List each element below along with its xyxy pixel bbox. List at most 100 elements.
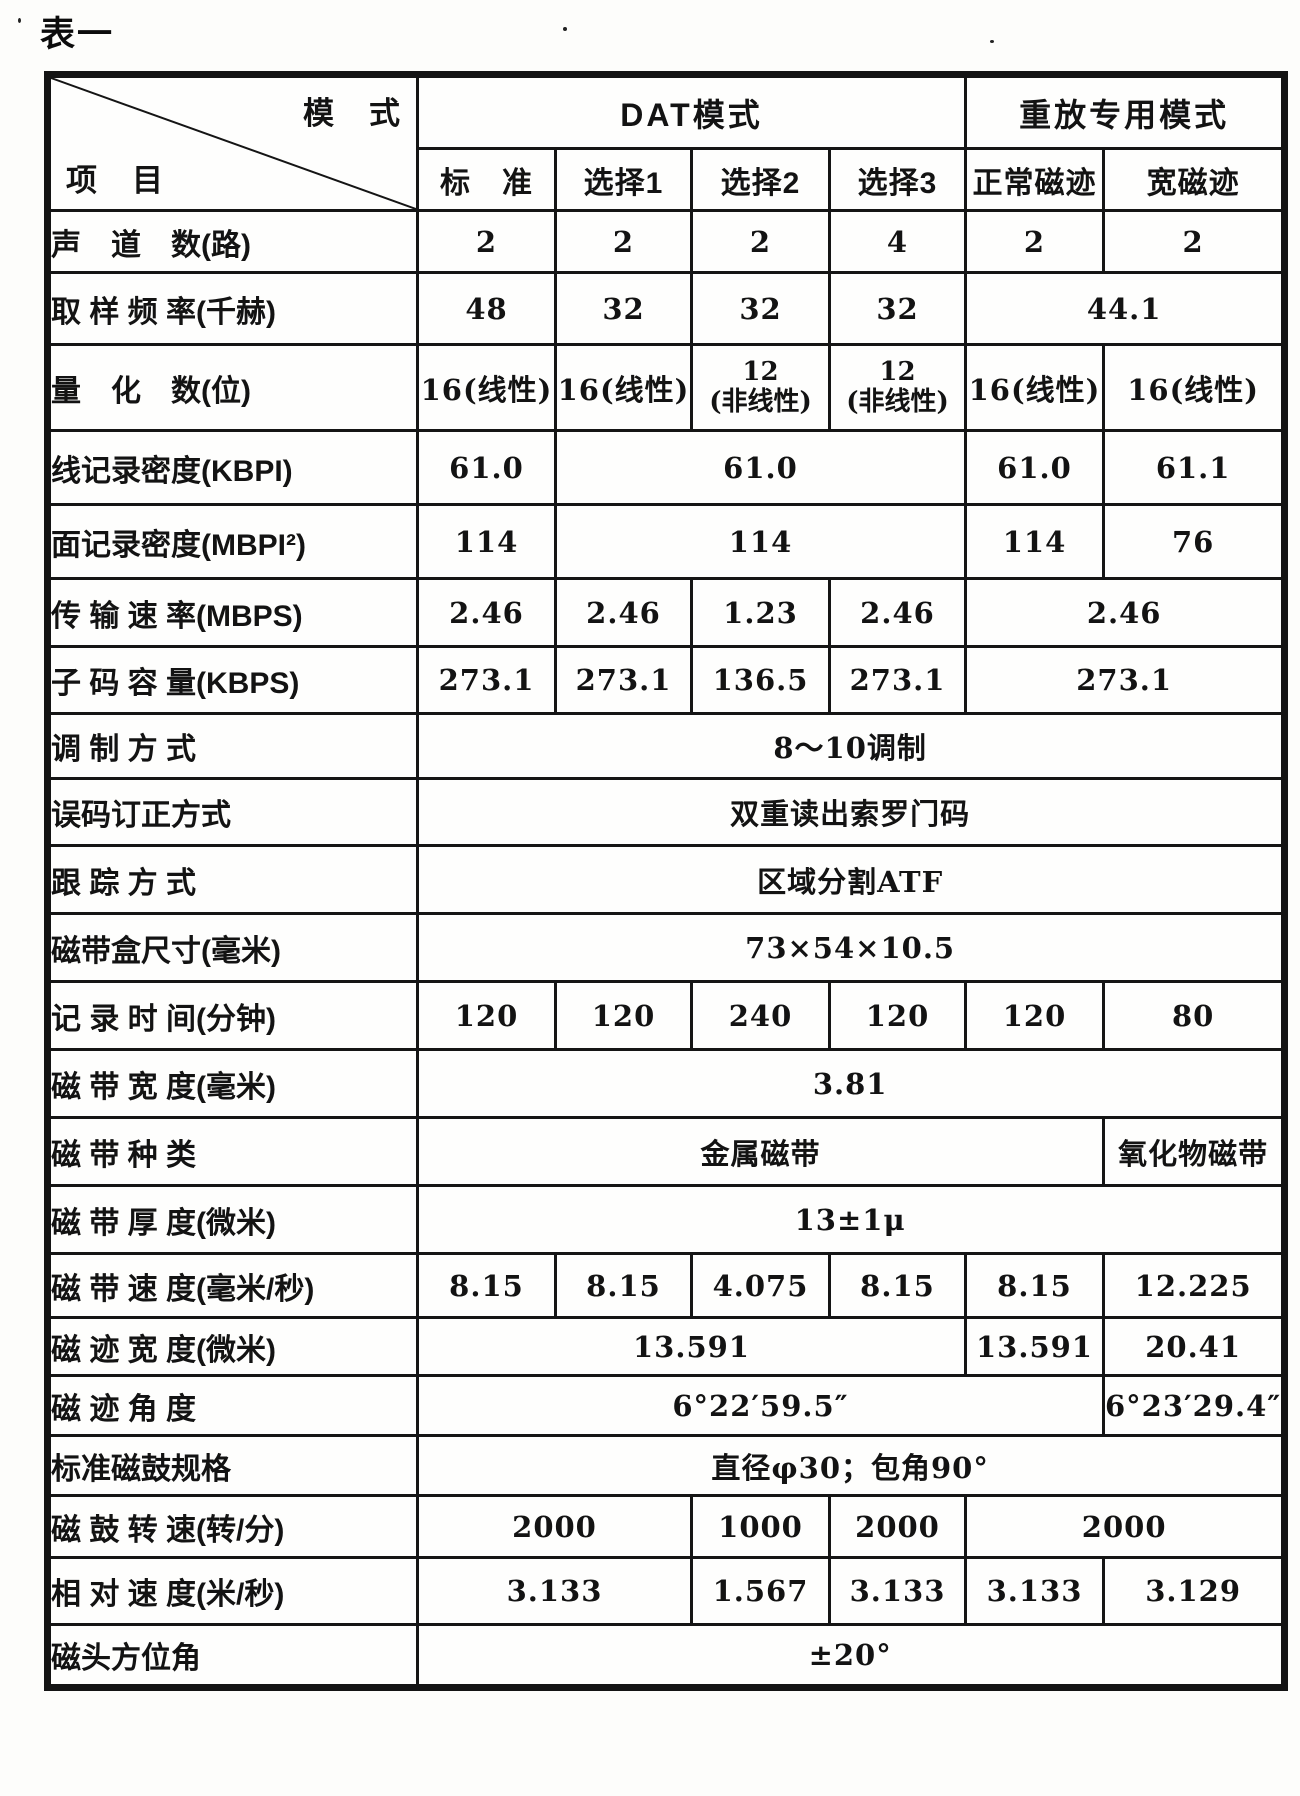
value-cell: 8.15 xyxy=(964,1252,1105,1319)
group-header: DAT模式 xyxy=(416,73,967,150)
column-header: 选择3 xyxy=(828,147,967,212)
table-row: 磁 带 厚 度(微米) 13±1μ xyxy=(46,1184,1287,1255)
table-row: 磁头方位角 ±20° xyxy=(46,1623,1287,1689)
value-cell: 240 xyxy=(690,980,831,1051)
value-cell: 273.1 xyxy=(416,645,557,715)
value-cell: 273.1 xyxy=(554,645,693,715)
row-label: 磁 带 厚 度(微米) xyxy=(46,1184,419,1255)
table-row: 声 道 数(路) 2 2 2 4 2 2 xyxy=(46,209,1287,274)
spec-table: 模 式项 目 DAT模式 重放专用模式标 准选择1 选择2 选择3 正常磁迹 宽磁迹声 道 … xyxy=(44,71,1289,1691)
value-cell: 32 xyxy=(554,271,693,346)
table-row: 量 化 数(位) 16(线性) 16(线性) 12 (非线性) 12 (非线性) 16(线… xyxy=(46,343,1287,432)
value-cell: 6°22′59.5″ xyxy=(416,1374,1105,1437)
row-label: 磁带盒尺寸(毫米) xyxy=(46,912,419,983)
table-row: 子 码 容 量(KBPS) 273.1 273.1 136.5 273.1 273.1 xyxy=(46,645,1287,715)
row-label: 磁 迹 角 度 xyxy=(46,1374,419,1437)
row-label: 磁 带 宽 度(毫米) xyxy=(46,1048,419,1119)
value-cell: 32 xyxy=(828,271,967,346)
value-cell: 8.15 xyxy=(828,1252,967,1319)
row-label: 标准磁鼓规格 xyxy=(46,1434,419,1497)
value-cell: 44.1 xyxy=(963,271,1287,346)
value-cell: 3.129 xyxy=(1101,1556,1287,1626)
column-header: 标 准 xyxy=(416,147,557,212)
value-cell: 120 xyxy=(828,980,967,1051)
value-cell: 13.591 xyxy=(416,1316,967,1377)
row-label: 磁头方位角 xyxy=(46,1623,419,1689)
value-cell: 3.133 xyxy=(828,1556,967,1626)
value-cell: 13±1μ xyxy=(415,1184,1287,1255)
value-cell: 80 xyxy=(1101,980,1287,1051)
diagonal-line xyxy=(51,78,416,209)
row-label: 相 对 速 度(米/秒) xyxy=(46,1556,419,1626)
corner-mode-label: 模 式 xyxy=(303,96,402,131)
row-label: 传 输 速 率(MBPS) xyxy=(46,577,419,648)
value-cell: 16(线性) xyxy=(1101,343,1287,432)
value-cell: 2 xyxy=(964,209,1105,274)
row-label: 误码订正方式 xyxy=(46,777,419,847)
row-label: 取 样 频 率(千赫) xyxy=(46,271,419,346)
value-cell: 8.15 xyxy=(416,1252,557,1319)
value-cell: 双重读出索罗门码 xyxy=(415,777,1287,847)
value-cell: 2 xyxy=(416,209,557,274)
row-label: 磁 带 种 类 xyxy=(46,1116,419,1187)
value-cell: 金属磁带 xyxy=(416,1116,1105,1187)
column-header: 选择1 xyxy=(554,147,693,212)
value-cell: 3.81 xyxy=(415,1048,1287,1119)
value-cell: 2 xyxy=(1101,209,1287,274)
table-row: 误码订正方式 双重读出索罗门码 xyxy=(46,777,1287,847)
value-cell: 136.5 xyxy=(690,645,831,715)
column-header: 宽磁迹 xyxy=(1101,147,1287,212)
value-cell: 32 xyxy=(690,271,831,346)
table-row: 磁 带 宽 度(毫米) 3.81 xyxy=(46,1048,1287,1119)
row-label: 跟 踪 方 式 xyxy=(46,844,419,915)
table-row: 记 录 时 间(分钟) 120 120 240 120 120 80 xyxy=(46,980,1287,1051)
page-title: 表一 xyxy=(40,15,115,54)
value-cell: 114 xyxy=(964,503,1105,580)
table-row: 磁 带 速 度(毫米/秒) 8.15 8.15 4.075 8.15 8.15 12.225 xyxy=(46,1252,1287,1319)
value-cell: 20.41 xyxy=(1101,1316,1287,1377)
row-label: 记 录 时 间(分钟) xyxy=(46,980,419,1051)
row-label: 线记录密度(KBPI) xyxy=(46,429,419,506)
value-cell: 13.591 xyxy=(964,1316,1105,1377)
value-cell: 氧化物磁带 xyxy=(1101,1116,1287,1187)
table-row: 取 样 频 率(千赫) 48 32 32 32 44.1 xyxy=(46,271,1287,346)
scan-speck xyxy=(563,27,567,31)
row-label: 子 码 容 量(KBPS) xyxy=(46,645,419,715)
table-row: 磁 鼓 转 速(转/分) 2000 1000 2000 2000 xyxy=(46,1494,1287,1559)
value-cell: 2 xyxy=(690,209,831,274)
row-label: 声 道 数(路) xyxy=(46,209,419,274)
table-row: 磁 迹 宽 度(微米) 13.591 13.591 20.41 xyxy=(46,1316,1287,1377)
value-cell: 61.0 xyxy=(416,429,557,506)
column-header: 选择2 xyxy=(690,147,831,212)
value-cell: ±20° xyxy=(415,1623,1287,1689)
table-row: 传 输 速 率(MBPS) 2.46 2.46 1.23 2.46 2.46 xyxy=(46,577,1287,648)
value-cell: 2.46 xyxy=(416,577,557,648)
table-row: 磁带盒尺寸(毫米) 73×54×10.5 xyxy=(46,912,1287,983)
value-cell: 6°23′29.4″ xyxy=(1101,1374,1287,1437)
value-cell: 4.075 xyxy=(690,1252,831,1319)
table-row: 线记录密度(KBPI) 61.0 61.0 61.0 61.1 xyxy=(46,429,1287,506)
corner-cell: 模 式项 目 xyxy=(46,73,419,212)
value-cell: 8～10调制 xyxy=(415,712,1287,780)
column-header: 正常磁迹 xyxy=(964,147,1105,212)
corner-item-label: 项 目 xyxy=(66,163,165,198)
table-row: 跟 踪 方 式区域分割ATF xyxy=(46,844,1287,915)
value-cell: 2.46 xyxy=(554,577,693,648)
value-cell: 2000 xyxy=(416,1494,693,1559)
value-cell: 120 xyxy=(554,980,693,1051)
value-cell: 1000 xyxy=(690,1494,831,1559)
value-cell: 4 xyxy=(828,209,967,274)
value-cell: 2000 xyxy=(828,1494,967,1559)
value-cell: 16(线性) xyxy=(416,343,557,432)
row-label: 调 制 方 式 xyxy=(46,712,419,780)
value-cell: 48 xyxy=(416,271,557,346)
value-cell: 12 (非线性) xyxy=(690,343,831,432)
value-cell: 120 xyxy=(964,980,1105,1051)
value-cell: 直径φ30；包角90° xyxy=(415,1434,1287,1497)
value-cell: 16(线性) xyxy=(554,343,693,432)
value-cell: 12 (非线性) xyxy=(828,343,967,432)
value-cell: 12.225 xyxy=(1101,1252,1287,1319)
row-label: 磁 鼓 转 速(转/分) xyxy=(46,1494,419,1559)
value-cell: 73×54×10.5 xyxy=(415,912,1287,983)
value-cell: 2000 xyxy=(963,1494,1287,1559)
